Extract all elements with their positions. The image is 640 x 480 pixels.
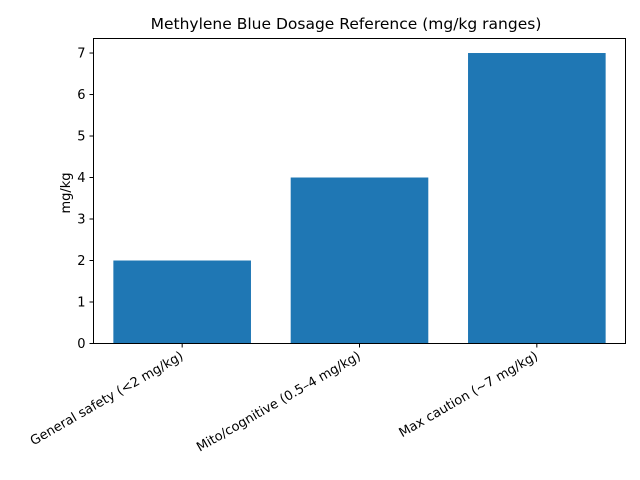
bars-group [113, 53, 606, 344]
y-tick-label-1: 1 [77, 296, 85, 311]
y-tick-label-0: 0 [77, 337, 85, 352]
bar-0 [113, 260, 251, 344]
bar-2 [468, 53, 606, 344]
y-axis-label: mg/kg [59, 172, 74, 213]
plot-area-frame [93, 38, 626, 344]
y-tick-label-2: 2 [77, 254, 85, 269]
bar-1 [290, 177, 429, 344]
y-tick-label-4: 4 [77, 171, 85, 186]
y-tick-label-3: 3 [77, 213, 85, 228]
y-tick-label-6: 6 [77, 88, 85, 103]
y-axis-ticks: 0 1 2 3 4 5 6 7 [77, 47, 94, 352]
chart-title: Methylene Blue Dosage Reference (mg/kg r… [151, 15, 542, 33]
y-tick-label-5: 5 [77, 130, 85, 145]
y-tick-label-7: 7 [77, 47, 85, 62]
